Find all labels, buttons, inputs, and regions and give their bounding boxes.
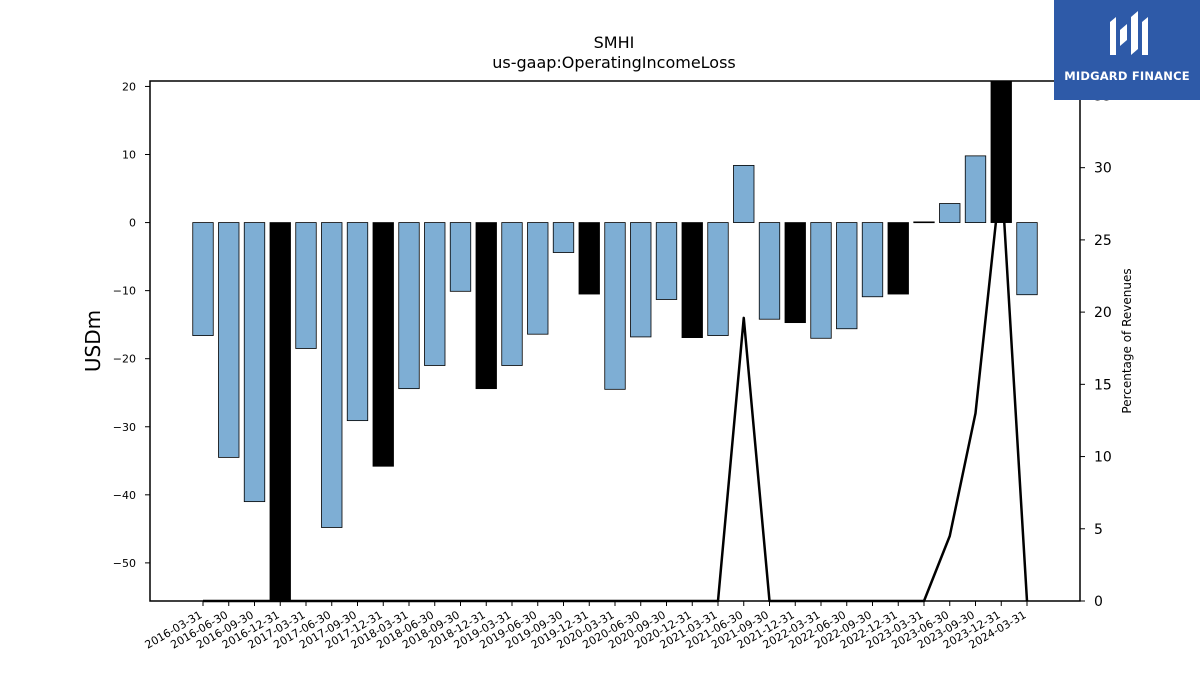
y2-axis-label: Percentage of Revenues	[1120, 268, 1134, 413]
bar	[527, 222, 549, 335]
bar	[552, 222, 575, 253]
left-axis: 20 10 0 −10 −20 −30 −40 −50	[113, 80, 150, 570]
chart-subtitle: us-gaap:OperatingIncomeLoss	[492, 53, 736, 72]
bar	[424, 222, 446, 366]
y-tick-label: −30	[113, 421, 136, 434]
bar	[449, 222, 472, 292]
bar	[295, 222, 317, 349]
bar	[758, 222, 781, 320]
bar	[964, 155, 987, 223]
bar	[604, 222, 626, 390]
y2-tick-label: 15	[1094, 377, 1112, 393]
y-tick-label: −40	[113, 489, 136, 502]
bar	[939, 203, 961, 223]
bar	[784, 222, 806, 324]
bar	[501, 222, 523, 366]
midgard-finance-logo: MIDGARD FINANCE	[1054, 0, 1200, 100]
y2-tick-label: 20	[1094, 305, 1112, 321]
bar	[398, 222, 420, 390]
bar	[372, 222, 394, 467]
bar	[346, 222, 369, 422]
bar	[810, 222, 832, 339]
right-axis: 05101520253035	[1080, 88, 1112, 610]
bar	[887, 222, 909, 295]
bar	[218, 222, 240, 458]
bar	[990, 80, 1012, 223]
y-tick-label: −10	[113, 285, 136, 298]
bar	[913, 221, 935, 224]
y-tick-label: 10	[122, 149, 136, 162]
y2-tick-label: 30	[1094, 161, 1112, 177]
y-tick-label: 0	[129, 217, 136, 230]
bar	[733, 164, 755, 223]
y-tick-label: 20	[122, 80, 136, 93]
bar	[578, 222, 600, 295]
bar	[630, 222, 652, 338]
y2-tick-label: 25	[1094, 233, 1112, 249]
bar	[1016, 222, 1038, 296]
bar	[243, 222, 266, 503]
bar	[192, 222, 214, 336]
bar	[475, 222, 497, 390]
y2-tick-label: 5	[1094, 522, 1103, 538]
bar	[861, 222, 884, 298]
bar	[836, 222, 858, 330]
chart-title: SMHI	[594, 33, 635, 52]
y2-tick-label: 10	[1094, 450, 1112, 466]
bar	[269, 222, 291, 602]
bars-group	[192, 80, 1038, 602]
y-tick-label: −20	[113, 353, 136, 366]
y-tick-label: −50	[113, 557, 136, 570]
bar	[707, 222, 729, 336]
logo-mark-icon	[1110, 11, 1148, 55]
x-axis: 2016-03-312016-06-302016-09-302016-12-31…	[143, 601, 1029, 652]
y-axis-label: USDm	[81, 310, 105, 372]
y2-tick-label: 0	[1094, 594, 1103, 610]
bar	[655, 222, 678, 300]
bar	[321, 222, 343, 528]
logo-text: MIDGARD FINANCE	[1064, 69, 1190, 83]
bar	[681, 222, 703, 339]
